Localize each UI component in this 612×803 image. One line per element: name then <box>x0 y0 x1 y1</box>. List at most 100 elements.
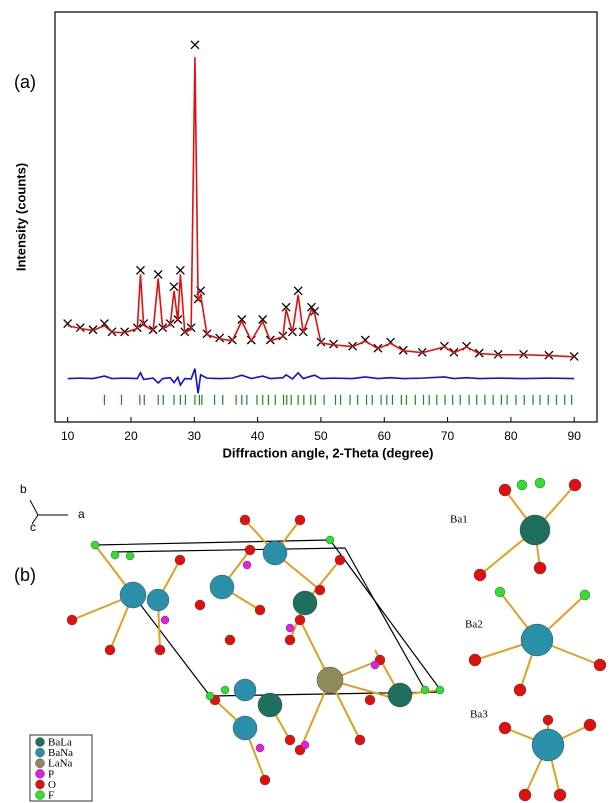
atom <box>568 478 582 492</box>
atom <box>160 615 170 625</box>
y-axis-label: Intensity (counts) <box>13 163 28 271</box>
legend-label: F <box>48 790 54 802</box>
marker <box>293 286 303 296</box>
marker <box>190 40 200 50</box>
atom <box>232 715 258 741</box>
atom <box>125 551 135 561</box>
atom <box>104 644 116 656</box>
plot-frame <box>54 11 598 423</box>
marker <box>169 282 179 292</box>
atom <box>284 634 296 646</box>
marker <box>281 302 291 312</box>
atom <box>66 614 78 626</box>
axes-icon <box>29 499 68 525</box>
atom <box>334 554 346 566</box>
atom <box>259 774 271 786</box>
atom <box>90 540 100 550</box>
atom <box>316 666 344 694</box>
atom <box>292 590 318 616</box>
site-label: Ba2 <box>465 619 483 631</box>
legend-label: P <box>48 768 54 780</box>
atom <box>579 589 591 601</box>
atom <box>519 514 551 546</box>
axis-a: a <box>78 507 85 521</box>
marker <box>306 302 316 312</box>
axis-c: c <box>30 520 36 534</box>
atom <box>542 714 554 726</box>
marker <box>175 265 185 275</box>
atom <box>209 574 235 600</box>
atom <box>553 788 567 802</box>
marker <box>153 269 163 279</box>
atom <box>254 604 266 616</box>
marker <box>136 265 145 275</box>
atom <box>119 581 147 609</box>
atom <box>420 685 430 695</box>
x-tick-label: 10 <box>61 429 75 443</box>
atom <box>520 623 554 657</box>
atom <box>242 560 252 570</box>
atom <box>294 514 306 526</box>
atom <box>174 554 186 566</box>
atom <box>239 514 251 526</box>
series-line <box>67 57 575 358</box>
atom <box>364 694 376 706</box>
marker <box>258 315 268 324</box>
x-tick-label: 70 <box>441 429 455 443</box>
marker <box>329 339 339 349</box>
panel-label: (b) <box>14 565 36 585</box>
legend-swatch <box>35 790 45 800</box>
x-tick-label: 60 <box>378 429 392 443</box>
atom <box>498 721 512 735</box>
atom <box>354 734 366 746</box>
legend-label: LaNa <box>48 758 73 770</box>
atom <box>498 483 512 497</box>
x-axis-label: Diffraction angle, 2-Theta (degree) <box>223 445 434 460</box>
x-tick-label: 40 <box>251 429 265 443</box>
panel-label: (a) <box>14 72 36 92</box>
atom <box>285 623 295 633</box>
atom <box>294 614 306 626</box>
atom <box>154 644 166 656</box>
x-tick-label: 50 <box>314 429 328 443</box>
atom <box>518 788 532 802</box>
atom <box>110 550 120 560</box>
site-label: Ba1 <box>450 514 468 526</box>
legend-label: BaLa <box>48 737 72 749</box>
atom <box>370 660 380 670</box>
atom <box>533 561 547 575</box>
legend-swatch <box>35 779 45 790</box>
atom <box>513 683 527 697</box>
atom <box>220 685 230 695</box>
atom <box>300 740 310 750</box>
atom <box>314 584 326 596</box>
x-tick-label: 80 <box>504 429 518 443</box>
x-tick-label: 20 <box>124 429 138 443</box>
site-label: Ba3 <box>470 709 488 721</box>
atom <box>534 477 546 489</box>
marker <box>310 306 320 316</box>
atom <box>146 588 170 612</box>
atom <box>284 734 296 746</box>
atom <box>494 586 506 598</box>
atom <box>473 568 487 582</box>
atom <box>583 718 597 732</box>
axis-b: b <box>20 482 27 496</box>
atom <box>325 535 335 545</box>
unit-cell <box>93 539 444 697</box>
legend-swatch <box>35 758 45 768</box>
atom <box>233 678 257 702</box>
legend-swatch <box>35 747 45 758</box>
atom <box>262 540 288 566</box>
atom <box>205 691 215 701</box>
atom <box>224 634 236 646</box>
atom <box>435 685 445 695</box>
atom <box>387 682 413 708</box>
x-tick-label: 90 <box>568 429 582 443</box>
atom <box>194 599 206 611</box>
atom <box>257 692 283 718</box>
atom <box>531 728 565 762</box>
atom <box>244 544 256 556</box>
legend-label: O <box>48 779 56 791</box>
